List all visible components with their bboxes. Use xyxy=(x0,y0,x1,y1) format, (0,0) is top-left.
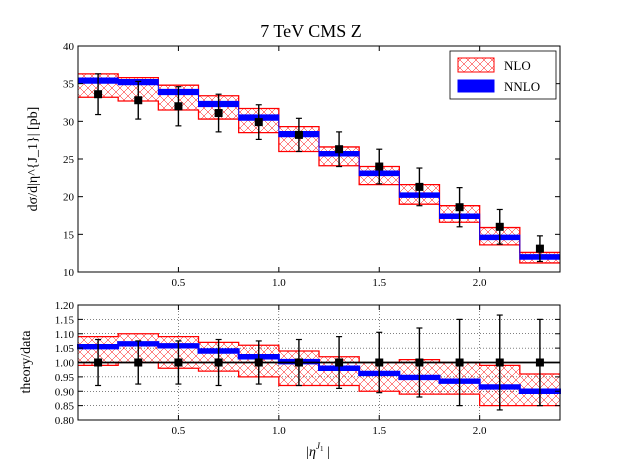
y-tick-label: 0.85 xyxy=(55,401,75,413)
data-point xyxy=(94,90,103,99)
data-point xyxy=(254,118,263,127)
x-tick-label: 0.5 xyxy=(172,277,186,289)
main-y-axis-label: dσ/d|η^{J_1}| [pb] xyxy=(26,107,41,212)
ratio-y-axis-label: theory/data xyxy=(19,330,34,394)
legend: NLO NNLO xyxy=(449,50,557,100)
x-axis-label: |ηJ1 | xyxy=(306,441,330,460)
data-point xyxy=(94,358,103,367)
y-tick-label: 0.80 xyxy=(55,415,75,427)
data-point xyxy=(375,358,384,367)
data-point xyxy=(214,109,223,118)
legend-nnlo-swatch xyxy=(457,79,495,93)
data-point xyxy=(335,145,344,154)
data-point xyxy=(455,358,464,367)
x-tick-label: 1.5 xyxy=(372,277,386,289)
data-point xyxy=(495,358,504,367)
data-point xyxy=(455,203,464,212)
y-tick-label: 15 xyxy=(63,229,75,241)
ratio-panel: 0.5 1.0 1.5 2.0 0.80 0.85 0.90 0.95 1.00 1.05 1.10… xyxy=(19,300,561,460)
x-tick-label: 0.5 xyxy=(172,425,186,437)
data-point xyxy=(174,102,183,111)
legend-nnlo-label: NNLO xyxy=(504,79,540,94)
data-point xyxy=(415,182,424,191)
ratio-plot-area xyxy=(77,314,561,411)
data-point xyxy=(375,162,384,171)
x-tick-label: 1.0 xyxy=(272,277,286,289)
y-tick-label: 1.10 xyxy=(55,329,75,341)
x-tick-label: 1.0 xyxy=(272,425,286,437)
y-tick-label: 35 xyxy=(63,79,75,91)
data-point xyxy=(174,358,183,367)
data-point xyxy=(535,244,544,253)
data-point xyxy=(335,358,344,367)
x-tick-label: 2.0 xyxy=(473,277,487,289)
data-point xyxy=(254,358,263,367)
y-tick-label: 1.05 xyxy=(55,343,75,355)
data-point xyxy=(294,358,303,367)
legend-nlo-swatch xyxy=(457,57,495,73)
x-tick-label: 2.0 xyxy=(473,425,487,437)
y-tick-label: 10 xyxy=(63,267,75,279)
ratio-ticks: 0.5 1.0 1.5 2.0 0.80 0.85 0.90 0.95 1.00 1.05 1.10… xyxy=(55,300,560,437)
nlo-lower-edge xyxy=(78,361,560,407)
y-tick-label: 40 xyxy=(63,41,75,53)
main-plot-area xyxy=(77,73,561,264)
y-tick-label: 0.95 xyxy=(55,372,75,384)
y-tick-label: 1.00 xyxy=(55,358,75,370)
data-point xyxy=(134,358,143,367)
main-ticks: 0.5 1.0 1.5 2.0 10 15 20 25 30 35 40 xyxy=(63,41,560,289)
y-tick-label: 25 xyxy=(63,154,75,166)
y-tick-label: 1.15 xyxy=(55,314,75,326)
x-tick-label: 1.5 xyxy=(372,425,386,437)
data-point xyxy=(294,130,303,139)
data-point xyxy=(415,358,424,367)
y-tick-label: 20 xyxy=(63,192,75,204)
data-point xyxy=(134,96,143,105)
y-tick-label: 0.90 xyxy=(55,386,75,398)
chart-title: 7 TeV CMS Z xyxy=(260,21,362,41)
data-point xyxy=(535,358,544,367)
data-point xyxy=(495,222,504,231)
y-tick-label: 30 xyxy=(63,116,75,128)
y-tick-label: 1.20 xyxy=(55,300,75,312)
data-point xyxy=(214,358,223,367)
legend-nlo-label: NLO xyxy=(504,58,531,73)
main-panel: 7 TeV CMS Z 0.5 1.0 1.5 2.0 10 15 20 25 30 35 40 d… xyxy=(26,21,561,289)
